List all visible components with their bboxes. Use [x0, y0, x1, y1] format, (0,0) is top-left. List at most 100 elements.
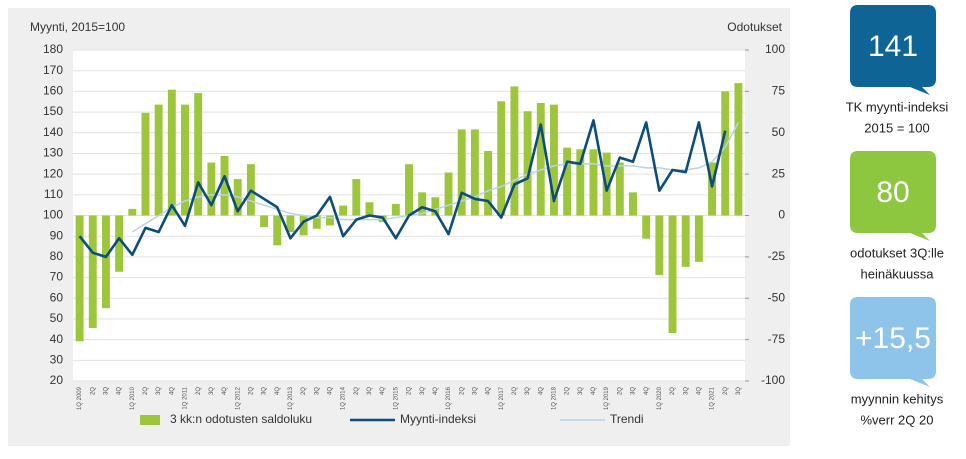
callout-caption: myynnin kehitys [851, 391, 944, 406]
y-tick-label: 40 [50, 332, 64, 346]
y2-tick-label: -25 [768, 249, 786, 263]
bar [220, 155, 229, 216]
x-tick-label: 3Q [104, 387, 110, 395]
bar [576, 149, 585, 216]
y-tick-label: 30 [50, 352, 64, 366]
y2-tick-label: 25 [772, 166, 786, 180]
bar [365, 202, 374, 216]
x-tick-label: 1Q 2019 [604, 386, 610, 410]
bar [418, 192, 427, 216]
bar [181, 104, 189, 216]
x-tick-label: 2Q [143, 387, 149, 395]
callout-box [850, 5, 936, 95]
callout-caption: %verr 2Q 20 [861, 412, 934, 427]
bar [444, 172, 453, 216]
x-tick-label: 3Q [631, 387, 637, 395]
bar [88, 215, 97, 329]
callout-value: +15,5 [855, 322, 931, 355]
x-tick-label: 1Q 2014 [341, 386, 347, 410]
x-tick-label: 2Q [407, 387, 413, 395]
x-tick-label: 1Q 2009 [77, 386, 83, 410]
y-tick-label: 80 [50, 249, 64, 263]
x-tick-label: 1Q 2012 [235, 386, 241, 410]
x-tick-label: 1Q 2013 [288, 386, 294, 410]
y-tick-label: 100 [43, 208, 63, 222]
y2-tick-label: -100 [761, 373, 785, 387]
x-tick-label: 4Q [591, 387, 597, 395]
x-tick-label: 3Q [472, 387, 478, 395]
bar [484, 150, 493, 216]
x-tick-label: 1Q 2018 [552, 386, 558, 410]
x-tick-label: 3Q [736, 387, 742, 395]
bar [128, 208, 137, 216]
x-tick-label: 2Q [90, 387, 96, 395]
x-tick-label: 4Q [538, 387, 544, 395]
x-tick-label: 2Q [196, 387, 202, 395]
x-tick-label: 4Q [696, 387, 702, 395]
bar [457, 129, 466, 216]
callout-value: 141 [868, 30, 918, 63]
bar [497, 101, 506, 216]
bar [681, 215, 690, 267]
y2-tick-label: -50 [768, 290, 786, 304]
bar [668, 215, 677, 334]
bar [629, 192, 637, 216]
y-tick-label: 50 [50, 311, 64, 325]
bar [312, 215, 321, 229]
data-line [78, 119, 727, 259]
x-tick-label: 2Q [617, 387, 623, 395]
x-tick-label: 3Q [314, 387, 320, 395]
x-tick-label: 2Q [512, 387, 518, 395]
bar [536, 102, 545, 216]
bar [549, 104, 558, 216]
x-tick-label: 1Q 2017 [499, 386, 505, 410]
y-tick-label: 140 [43, 125, 63, 139]
y-tick-label: 90 [50, 228, 64, 242]
bar [708, 162, 717, 216]
bar [141, 112, 150, 216]
x-tick-label: 4Q [433, 387, 439, 395]
x-tick-label: 3Q [209, 387, 215, 395]
legend-label: 3 kk:n odotusten saldoluku [170, 412, 312, 426]
x-tick-label: 2Q [459, 387, 465, 395]
bar [260, 215, 269, 228]
bar [405, 164, 413, 216]
callout-caption: odotukset 3Q:lle [850, 245, 944, 260]
x-tick-label: 2Q [723, 387, 729, 395]
x-tick-label: 4Q [486, 387, 492, 395]
bar [101, 215, 110, 309]
y-tick-label: 70 [50, 270, 64, 284]
x-tick-label: 1Q 2016 [446, 386, 452, 410]
bar [523, 111, 532, 216]
x-tick-label: 4Q [169, 387, 175, 395]
y-tick-label: 130 [43, 146, 63, 160]
x-tick-label: 1Q 2011 [183, 386, 189, 409]
bar [299, 215, 308, 236]
x-tick-label: 3Q [683, 387, 689, 395]
bar [642, 215, 651, 239]
x-tick-label: 1Q 2010 [130, 386, 136, 410]
bar [721, 91, 730, 216]
y-tick-label: 120 [43, 166, 63, 180]
x-tick-label: 2Q [565, 387, 571, 395]
x-tick-label: 3Q [156, 387, 162, 395]
x-tick-label: 4Q [275, 387, 281, 395]
x-tick-label: 3Q [420, 387, 426, 395]
bar [563, 147, 572, 216]
callout-value: 80 [876, 176, 909, 209]
callout-caption: TK myynti-indeksi [846, 99, 949, 114]
callout-box [850, 151, 936, 241]
bar [431, 197, 440, 216]
bar [154, 104, 163, 216]
x-tick-label: 4Q [328, 387, 334, 395]
x-tick-label: 1Q 2021 [710, 386, 716, 410]
bar [194, 93, 203, 216]
x-tick-label: 4Q [644, 387, 650, 395]
bar [589, 149, 598, 216]
bar [115, 215, 124, 272]
x-tick-label: 3Q [262, 387, 268, 395]
callout-box [850, 297, 936, 387]
bar [694, 215, 703, 262]
bar [352, 179, 361, 216]
